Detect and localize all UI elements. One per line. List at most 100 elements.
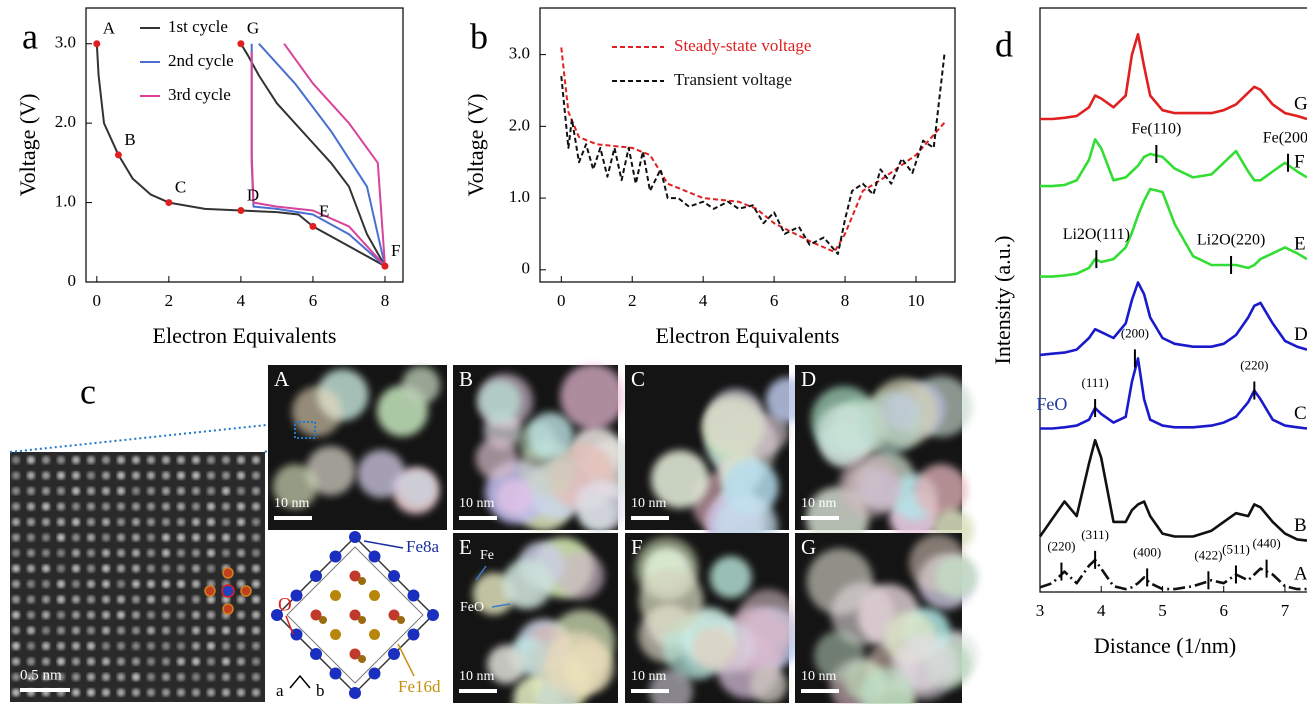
- atom-column: [132, 627, 140, 635]
- atom-column: [102, 456, 110, 464]
- atom-column: [57, 627, 65, 635]
- state-label: F: [391, 241, 400, 260]
- atom: [330, 551, 342, 563]
- tile-label: A: [274, 367, 290, 391]
- particle: [478, 379, 521, 422]
- atom-column: [87, 503, 95, 511]
- atom-column: [132, 673, 140, 681]
- particle: [560, 364, 625, 429]
- atom-column: [117, 549, 125, 557]
- x-tick-label: 0: [557, 291, 566, 310]
- atom-column: [72, 658, 80, 666]
- atom-column: [207, 534, 215, 542]
- atom-column: [72, 673, 80, 681]
- atom: [358, 577, 366, 585]
- particle: [292, 387, 342, 437]
- state-point: [115, 151, 122, 158]
- atom-column: [12, 534, 20, 542]
- atom-column: [237, 596, 245, 604]
- x-tick-label: 0: [93, 291, 102, 310]
- series-line: [1040, 34, 1307, 119]
- atom-column: [57, 658, 65, 666]
- series-line: [252, 44, 385, 266]
- atom-column: [12, 580, 20, 588]
- atom: [388, 648, 400, 660]
- atom-column: [162, 565, 170, 573]
- atom-column: [177, 673, 185, 681]
- atom-column: [192, 472, 200, 480]
- figure: a0246801.02.03.0Electron EquivalentsVolt…: [0, 0, 1307, 704]
- atom-column: [12, 642, 20, 650]
- series-end-label: A: [1294, 563, 1307, 584]
- atom-column: [117, 518, 125, 526]
- atom: [369, 551, 381, 563]
- atom-column: [192, 689, 200, 697]
- atom-column: [57, 534, 65, 542]
- atom-column: [162, 642, 170, 650]
- atom-column: [252, 642, 260, 650]
- overlay-atom: [223, 604, 233, 614]
- panel-label: c: [80, 371, 96, 411]
- particle: [527, 412, 573, 458]
- x-axis-label: Electron Equivalents: [153, 323, 337, 348]
- atom-column: [117, 611, 125, 619]
- atom-column: [207, 689, 215, 697]
- atom-column: [177, 565, 185, 573]
- atom-column: [117, 472, 125, 480]
- peak-label: (220): [1240, 358, 1268, 373]
- atom-column: [117, 534, 125, 542]
- atom-column: [42, 534, 50, 542]
- peak-label: (311): [1081, 527, 1109, 542]
- atom-column: [87, 611, 95, 619]
- y-axis-label: Voltage (V): [463, 94, 488, 197]
- atom-column: [177, 596, 185, 604]
- atom-column: [162, 627, 170, 635]
- atom-column: [252, 565, 260, 573]
- atom-column: [102, 627, 110, 635]
- atom-column: [237, 534, 245, 542]
- atom-column: [252, 596, 260, 604]
- atom-column: [12, 518, 20, 526]
- atom-column: [177, 472, 185, 480]
- atom-column: [147, 534, 155, 542]
- peak-label: (440): [1252, 536, 1280, 551]
- peak-label: Li2O(111): [1063, 226, 1130, 243]
- atom-column: [72, 565, 80, 573]
- atom-column: [147, 472, 155, 480]
- atom-column: [12, 487, 20, 495]
- y-tick-label: 2.0: [509, 115, 530, 134]
- atom-column: [27, 627, 35, 635]
- atom: [319, 616, 327, 624]
- y-tick-label: 1.0: [55, 191, 76, 210]
- tile-label: F: [631, 535, 643, 559]
- atom-column: [192, 487, 200, 495]
- atom-column: [207, 472, 215, 480]
- atom-column: [117, 565, 125, 573]
- atom-column: [12, 549, 20, 557]
- atom-column: [252, 503, 260, 511]
- atom-column: [72, 580, 80, 588]
- axis-label: a: [276, 681, 284, 700]
- atom-column: [147, 689, 155, 697]
- atom-column: [132, 642, 140, 650]
- overlay-atom: [241, 586, 251, 596]
- atom-column: [42, 549, 50, 557]
- atom-column: [177, 642, 185, 650]
- atom-column: [147, 611, 155, 619]
- atom-column: [192, 642, 200, 650]
- atom-column: [42, 596, 50, 604]
- atom-column: [207, 518, 215, 526]
- state-label: B: [124, 130, 135, 149]
- x-tick-label: 2: [628, 291, 637, 310]
- atom-column: [192, 673, 200, 681]
- atom-column: [102, 642, 110, 650]
- atom-column: [27, 658, 35, 666]
- atom-column: [237, 487, 245, 495]
- particle: [750, 666, 787, 703]
- atom-column: [147, 456, 155, 464]
- atom-column: [252, 456, 260, 464]
- atom-column: [147, 658, 155, 666]
- atom-column: [222, 642, 230, 650]
- x-tick-label: 7: [1281, 601, 1290, 620]
- atom-column: [207, 673, 215, 681]
